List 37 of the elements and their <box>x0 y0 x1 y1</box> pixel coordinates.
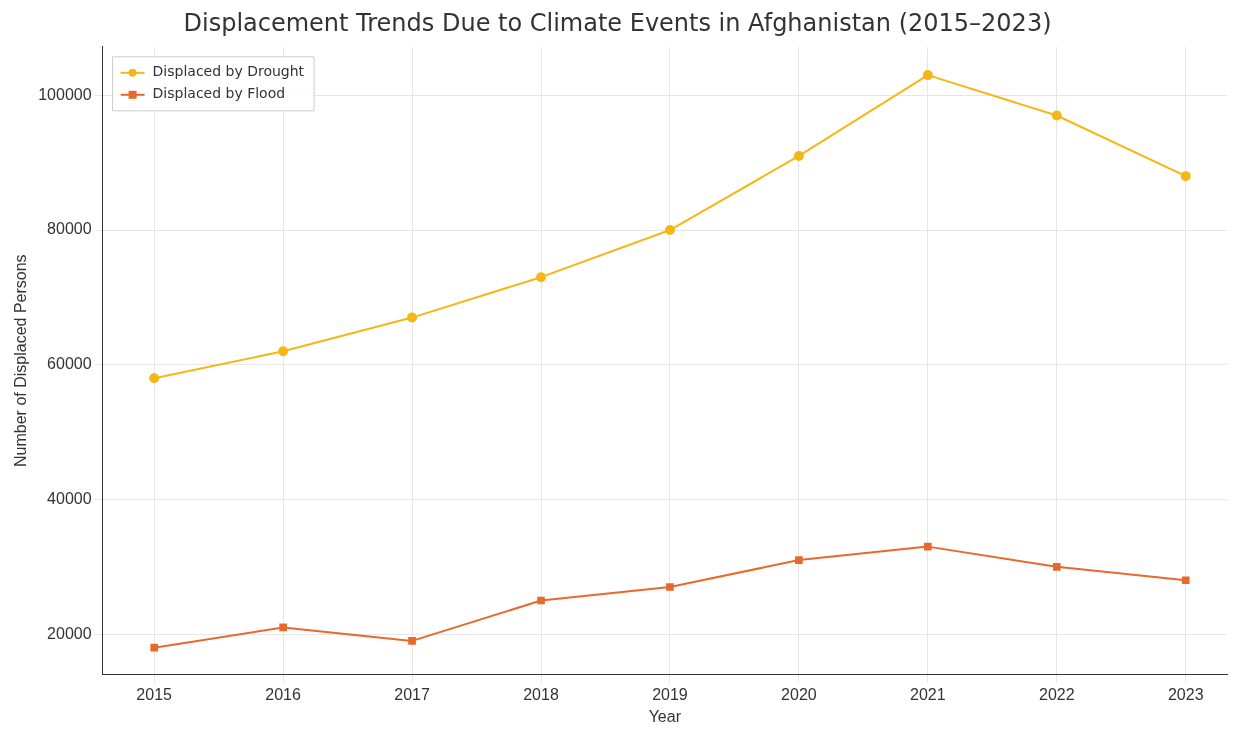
point <box>536 272 547 283</box>
y-tick-label: 60000 <box>47 355 92 373</box>
point <box>666 583 674 591</box>
x-axis-title: Year <box>648 707 682 725</box>
x-tick-label: 2015 <box>136 685 173 703</box>
x-tick-label: 2017 <box>394 685 430 703</box>
point <box>664 225 675 236</box>
point <box>1180 171 1191 182</box>
x-tick-label: 2020 <box>781 685 817 703</box>
point <box>1051 110 1062 121</box>
point <box>279 623 287 632</box>
point <box>278 346 289 357</box>
point <box>150 643 158 652</box>
point <box>407 312 418 323</box>
point <box>795 556 803 564</box>
point <box>793 150 804 161</box>
x-tick-label: 2019 <box>652 685 688 703</box>
x-tick-label: 2018 <box>523 685 559 703</box>
chart-title: Displacement Trends Due to Climate Events in Afghanistan (2015–2023) <box>183 8 1052 37</box>
point <box>537 596 545 605</box>
y-tick-label: 40000 <box>47 489 92 507</box>
point <box>408 637 416 645</box>
point <box>1052 563 1061 571</box>
x-tick-label: 2022 <box>1038 685 1075 703</box>
legend-label: Displaced by Flood <box>152 85 286 102</box>
y-axis-title: Number of Displaced Persons <box>12 254 30 467</box>
y-tick-label: 100000 <box>38 85 92 103</box>
y-tick-label: 80000 <box>47 220 92 238</box>
y-tick-label: 20000 <box>47 624 92 642</box>
legend-label: Displaced by Drought <box>152 63 305 80</box>
point <box>1181 576 1190 585</box>
x-tick-label: 2021 <box>910 685 946 703</box>
point <box>149 373 160 384</box>
x-tick-label: 2023 <box>1167 685 1204 703</box>
point <box>924 542 932 551</box>
point <box>922 70 933 81</box>
x-tick-label: 2016 <box>265 685 302 703</box>
